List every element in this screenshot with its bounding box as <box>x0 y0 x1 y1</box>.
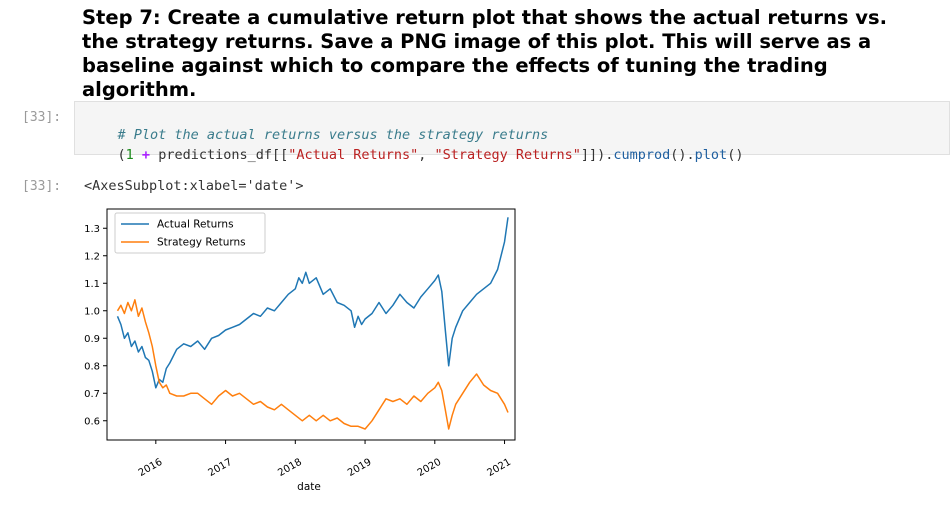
y-tick-label: 0.9 <box>84 334 100 345</box>
legend-box <box>114 212 266 254</box>
legend-label: Actual Returns <box>157 219 234 231</box>
code-token: cumprod <box>613 147 671 163</box>
y-tick-label: 1.0 <box>84 306 100 317</box>
y-tick-label: 1.3 <box>84 224 100 235</box>
x-tick-label: 2020 <box>416 457 444 479</box>
code-token: "Actual Returns" <box>288 147 419 163</box>
y-tick-label: 0.8 <box>84 361 100 372</box>
code-token: 1 <box>125 147 134 163</box>
output-prompt: [33]: <box>22 179 62 194</box>
code-line-comment: # Plot the actual returns versus the str… <box>85 111 549 159</box>
code-cell[interactable]: # Plot the actual returns versus the str… <box>74 101 950 163</box>
code-comment: # Plot the actual returns versus the str… <box>117 127 549 143</box>
code-token: plot <box>694 147 728 163</box>
y-tick-label: 0.7 <box>84 389 100 400</box>
plot-frame <box>106 208 516 441</box>
step-heading: Step 7: Create a cumulative return plot … <box>82 6 887 101</box>
code-token: + <box>133 147 159 163</box>
code-line-plot: (1 + predictions_df[["Actual Returns", "… <box>85 131 744 179</box>
x-tick-label: 2021 <box>486 457 514 479</box>
code-token: ]]). <box>580 147 614 163</box>
y-tick-label: 0.6 <box>84 416 100 427</box>
x-tick-label: 2016 <box>137 457 165 479</box>
code-token: "Strategy Returns" <box>434 147 581 163</box>
x-tick-label: 2019 <box>346 457 374 479</box>
x-axis-label: date <box>297 481 321 493</box>
code-token: () <box>727 147 744 163</box>
code-token: predictions_df[[ <box>158 147 289 163</box>
y-tick-label: 1.1 <box>84 279 100 290</box>
code-token: , <box>418 147 435 163</box>
y-tick-label: 1.2 <box>84 251 100 262</box>
input-prompt: [33]: <box>22 110 62 125</box>
code-token: (). <box>670 147 695 163</box>
output-text: <AxesSubplot:xlabel='date'> <box>84 178 304 194</box>
code-token: ( <box>117 147 126 163</box>
x-tick-label: 2017 <box>207 457 235 479</box>
legend-label: Strategy Returns <box>157 237 246 249</box>
series-line <box>116 299 509 430</box>
x-tick-label: 2018 <box>276 457 304 479</box>
